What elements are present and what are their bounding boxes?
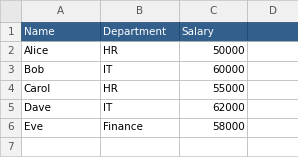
Bar [247, 41, 298, 61]
Bar [100, 137, 179, 156]
Text: 60000: 60000 [212, 65, 245, 75]
Text: Carol: Carol [24, 84, 51, 94]
Text: 62000: 62000 [212, 103, 245, 113]
Text: Name: Name [24, 27, 55, 37]
Text: IT: IT [103, 103, 112, 113]
Bar [179, 80, 247, 99]
Bar [0, 118, 21, 137]
Bar [179, 41, 247, 61]
Bar [0, 22, 21, 41]
Text: Bob: Bob [24, 65, 44, 75]
Text: Dave: Dave [24, 103, 51, 113]
Text: Finance: Finance [103, 122, 143, 133]
Bar [247, 80, 298, 99]
Bar [247, 118, 298, 137]
Bar [179, 61, 247, 80]
Text: A: A [58, 6, 64, 16]
Text: 3: 3 [7, 65, 14, 75]
Text: Department: Department [103, 27, 166, 37]
Text: 58000: 58000 [212, 122, 245, 133]
Text: Eve: Eve [24, 122, 43, 133]
Text: D: D [269, 6, 277, 16]
Bar [100, 118, 179, 137]
Bar [247, 99, 298, 118]
Bar [21, 99, 100, 118]
Text: Alice: Alice [24, 46, 49, 56]
Bar [247, 22, 298, 41]
Text: 1: 1 [7, 27, 14, 37]
Bar [21, 118, 100, 137]
Bar [100, 80, 179, 99]
Bar [0, 137, 21, 156]
Bar [21, 80, 100, 99]
Text: 5: 5 [7, 103, 14, 113]
Bar [179, 22, 247, 41]
Bar [21, 137, 100, 156]
Text: IT: IT [103, 65, 112, 75]
Bar [100, 99, 179, 118]
Bar [0, 0, 21, 22]
Text: HR: HR [103, 46, 118, 56]
Bar [21, 22, 100, 41]
Bar [179, 99, 247, 118]
Text: 7: 7 [7, 142, 14, 152]
Bar [100, 61, 179, 80]
Bar [0, 41, 21, 61]
Bar [247, 0, 298, 22]
Bar [0, 80, 21, 99]
Bar [247, 137, 298, 156]
Text: 2: 2 [7, 46, 14, 56]
Text: 6: 6 [7, 122, 14, 133]
Bar [179, 118, 247, 137]
Bar [100, 22, 179, 41]
Bar [100, 41, 179, 61]
Bar [21, 0, 100, 22]
Text: 55000: 55000 [212, 84, 245, 94]
Text: 50000: 50000 [212, 46, 245, 56]
Text: 4: 4 [7, 84, 14, 94]
Bar [179, 137, 247, 156]
Bar [100, 0, 179, 22]
Bar [0, 99, 21, 118]
Bar [247, 61, 298, 80]
Bar [21, 61, 100, 80]
Bar [179, 0, 247, 22]
Bar [21, 41, 100, 61]
Text: HR: HR [103, 84, 118, 94]
Text: Salary: Salary [182, 27, 215, 37]
Text: B: B [136, 6, 143, 16]
Bar [0, 61, 21, 80]
Text: C: C [210, 6, 217, 16]
